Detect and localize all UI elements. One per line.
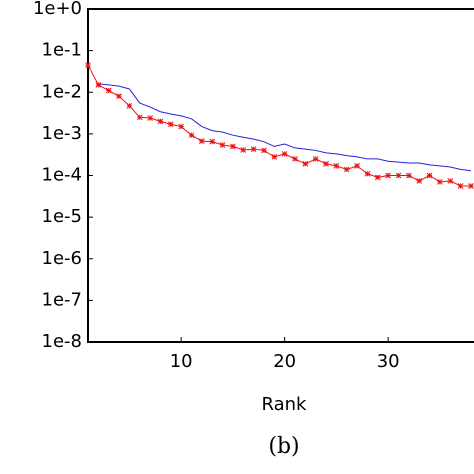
marker-stroke <box>188 132 195 139</box>
marker-stroke <box>116 93 122 100</box>
plot-frame <box>87 8 474 343</box>
marker-stroke <box>323 161 329 167</box>
marker <box>437 179 443 185</box>
marker <box>271 154 278 160</box>
marker-stroke <box>292 156 298 162</box>
marker-stroke <box>250 146 257 152</box>
marker-stroke <box>219 142 226 148</box>
marker <box>230 143 236 150</box>
marker <box>447 178 454 184</box>
marker <box>147 115 153 121</box>
marker-stroke <box>85 62 91 68</box>
marker-stroke <box>343 166 350 173</box>
marker <box>95 82 102 88</box>
y-tick-label: 1e-2 <box>42 81 82 102</box>
marker-stroke <box>374 174 381 181</box>
marker-stroke <box>230 143 236 150</box>
marker <box>364 170 371 177</box>
y-tick-label: 1e-1 <box>42 40 82 61</box>
marker-stroke <box>167 121 174 128</box>
marker-stroke <box>457 183 464 189</box>
y-tick-label: 1e+0 <box>33 0 82 19</box>
marker <box>416 178 423 184</box>
marker-stroke <box>271 154 278 160</box>
marker <box>374 174 381 181</box>
marker <box>405 172 412 179</box>
marker-stroke <box>354 163 360 169</box>
marker-stroke <box>178 123 185 130</box>
marker <box>354 163 360 169</box>
marker <box>323 161 329 167</box>
y-tick-label: 1e-5 <box>42 206 82 227</box>
marker-stroke <box>405 172 412 179</box>
x-axis-label: Rank <box>262 394 308 415</box>
marker-stroke <box>302 161 309 167</box>
marker-stroke <box>198 138 205 144</box>
marker <box>281 151 288 157</box>
marker-stroke <box>395 172 402 179</box>
marker-stroke <box>157 118 164 125</box>
y-tick-label: 1e-6 <box>42 248 82 269</box>
series-line <box>87 64 471 187</box>
marker-stroke <box>333 163 340 169</box>
marker <box>85 62 91 68</box>
y-tick-label: 1e-3 <box>42 123 82 144</box>
marker-stroke <box>468 183 474 189</box>
marker <box>343 166 350 173</box>
marker <box>126 103 133 109</box>
marker <box>198 138 205 144</box>
marker-stroke <box>126 103 133 109</box>
marker-stroke <box>437 179 443 185</box>
marker <box>302 161 309 167</box>
marker <box>457 183 464 189</box>
marker-stroke <box>364 170 371 177</box>
marker <box>312 156 319 162</box>
marker <box>395 172 402 179</box>
series-line <box>98 83 472 172</box>
y-tick-label: 1e-8 <box>42 331 82 352</box>
marker <box>167 121 174 128</box>
y-tick-label: 1e-7 <box>42 289 82 310</box>
marker <box>292 156 298 162</box>
marker <box>250 146 257 152</box>
marker-stroke <box>416 178 423 184</box>
x-tick-label: 30 <box>377 351 400 372</box>
marker <box>333 163 340 169</box>
marker <box>105 87 112 94</box>
marker-stroke <box>281 151 288 157</box>
marker-stroke <box>240 147 247 153</box>
marker-stroke <box>447 178 454 184</box>
marker <box>116 93 122 100</box>
marker <box>157 118 164 125</box>
x-tick-label: 10 <box>170 351 193 372</box>
marker-stroke <box>312 156 319 162</box>
marker-stroke <box>385 172 392 179</box>
marker-stroke <box>105 87 112 94</box>
caption: (b) <box>268 434 299 459</box>
marker <box>178 123 185 130</box>
marker <box>261 147 267 154</box>
marker <box>219 142 226 148</box>
marker <box>426 172 433 179</box>
marker-stroke <box>147 115 153 121</box>
marker-stroke <box>209 138 216 145</box>
marker <box>136 114 143 121</box>
marker <box>209 138 216 145</box>
marker-stroke <box>136 114 143 121</box>
marker-stroke <box>426 172 433 179</box>
marker <box>385 172 392 179</box>
marker-stroke <box>95 82 102 88</box>
x-tick-label: 20 <box>273 351 296 372</box>
y-tick-label: 1e-4 <box>42 165 82 186</box>
marker <box>240 147 247 153</box>
marker-stroke <box>261 147 267 154</box>
marker <box>188 132 195 139</box>
marker <box>468 183 474 189</box>
